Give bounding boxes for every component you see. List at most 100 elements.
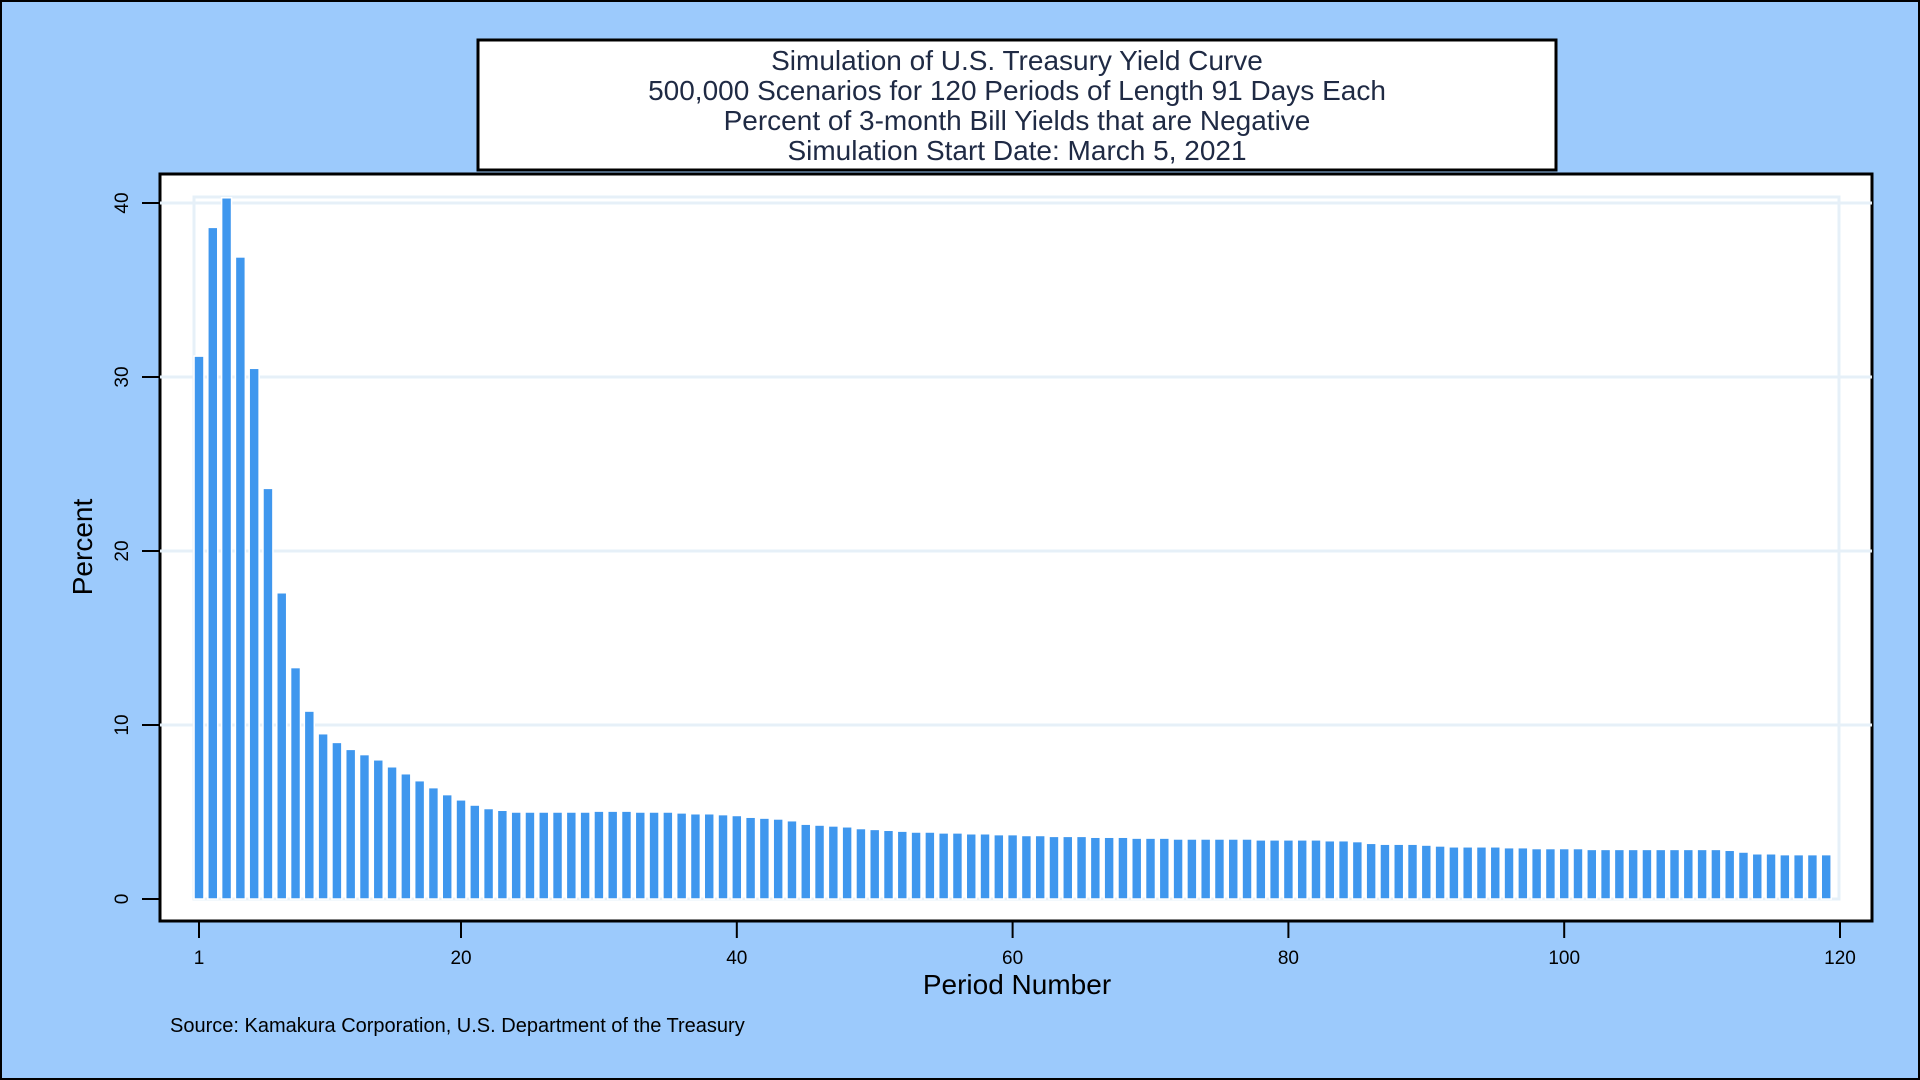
bar-period-93 — [1461, 846, 1474, 900]
bar-period-117 — [1792, 853, 1805, 900]
y-axis-title: Percent — [67, 499, 98, 596]
bar-period-116 — [1779, 853, 1791, 900]
bar-period-34 — [648, 811, 660, 900]
bar-period-9 — [303, 710, 316, 900]
bar-period-103 — [1599, 848, 1612, 900]
bar-period-59 — [993, 833, 1005, 900]
title-line-2: 500,000 Scenarios for 120 Periods of Len… — [648, 75, 1386, 106]
bars-group — [193, 197, 1832, 900]
bar-period-76 — [1227, 838, 1239, 900]
bar-period-41 — [744, 816, 757, 900]
bar-period-14 — [372, 759, 384, 900]
bar-period-118 — [1806, 853, 1819, 900]
bar-period-106 — [1641, 848, 1653, 900]
bar-period-111 — [1710, 848, 1722, 900]
bar-period-72 — [1172, 838, 1184, 900]
bar-period-20 — [455, 799, 467, 900]
bar-period-69 — [1130, 837, 1143, 900]
y-tick-label-40: 40 — [112, 192, 133, 213]
bar-period-17 — [413, 779, 426, 900]
bar-period-49 — [855, 827, 867, 900]
bar-period-28 — [565, 811, 578, 900]
bar-period-119 — [1820, 853, 1832, 900]
bar-period-18 — [427, 786, 440, 900]
bar-period-15 — [386, 766, 398, 900]
bar-period-30 — [593, 810, 605, 900]
bar-period-66 — [1089, 836, 1102, 900]
bar-period-97 — [1517, 846, 1529, 900]
bar-period-78 — [1255, 839, 1267, 900]
y-tick-label-20: 20 — [112, 540, 133, 561]
bar-period-1 — [193, 355, 205, 900]
x-tick-label-40: 40 — [726, 948, 747, 969]
bar-period-10 — [317, 732, 329, 900]
x-tick-label-20: 20 — [450, 948, 471, 969]
bar-period-63 — [1048, 835, 1060, 900]
bar-period-79 — [1268, 839, 1281, 900]
bar-period-21 — [469, 804, 481, 900]
x-axis: 1 20 40 60 80 100 120 — [194, 921, 1856, 969]
bar-period-99 — [1544, 847, 1557, 900]
bar-period-91 — [1434, 845, 1446, 900]
bar-period-16 — [400, 772, 412, 900]
bar-period-3 — [220, 197, 233, 900]
bar-period-4 — [234, 256, 247, 900]
bar-period-113 — [1737, 851, 1750, 900]
bar-period-110 — [1696, 848, 1708, 900]
bar-period-8 — [289, 666, 302, 900]
bar-period-102 — [1586, 848, 1598, 900]
bar-period-60 — [1006, 833, 1019, 900]
x-tick-label-1: 1 — [194, 948, 205, 969]
y-tick-label-10: 10 — [112, 714, 133, 735]
bar-period-29 — [579, 811, 591, 900]
title-line-4: Simulation Start Date: March 5, 2021 — [787, 135, 1246, 166]
bar-period-33 — [634, 811, 646, 900]
bar-period-6 — [262, 487, 274, 900]
bar-period-22 — [482, 807, 495, 900]
bar-period-46 — [813, 824, 826, 900]
bar-period-95 — [1489, 846, 1501, 900]
bar-period-43 — [772, 818, 784, 900]
bar-period-68 — [1117, 836, 1129, 900]
source-note: Source: Kamakura Corporation, U.S. Depar… — [170, 1015, 745, 1037]
bar-period-12 — [344, 748, 357, 900]
bar-period-90 — [1420, 844, 1433, 900]
bar-period-67 — [1103, 836, 1115, 900]
bar-period-105 — [1627, 848, 1639, 900]
bar-period-5 — [248, 367, 260, 900]
bar-period-80 — [1282, 839, 1295, 900]
bar-period-114 — [1751, 853, 1763, 900]
bar-period-86 — [1365, 842, 1377, 900]
bar-period-104 — [1613, 848, 1626, 900]
bar-period-92 — [1448, 846, 1460, 900]
bar-period-62 — [1034, 834, 1046, 900]
bar-period-7 — [276, 592, 288, 900]
bar-period-70 — [1144, 837, 1157, 900]
title-line-1: Simulation of U.S. Treasury Yield Curve — [771, 45, 1263, 76]
bar-period-83 — [1324, 839, 1336, 900]
bar-period-54 — [924, 831, 936, 900]
bar-period-24 — [510, 811, 522, 900]
bar-period-73 — [1186, 838, 1198, 900]
bar-period-13 — [358, 753, 371, 900]
bar-period-57 — [965, 833, 977, 900]
bar-period-32 — [620, 810, 633, 900]
bar-period-31 — [606, 810, 619, 900]
bar-period-100 — [1558, 847, 1570, 900]
x-tick-label-100: 100 — [1548, 948, 1580, 969]
bar-period-61 — [1020, 834, 1033, 900]
bar-period-23 — [496, 809, 509, 900]
x-tick-label-120: 120 — [1824, 948, 1856, 969]
x-tick-label-60: 60 — [1002, 948, 1023, 969]
bar-period-82 — [1310, 839, 1322, 900]
bar-period-42 — [758, 817, 771, 900]
bar-period-2 — [207, 226, 219, 900]
title-line-3: Percent of 3-month Bill Yields that are … — [724, 105, 1311, 136]
bar-period-38 — [703, 812, 715, 900]
bar-period-35 — [662, 811, 674, 900]
bar-period-108 — [1668, 848, 1681, 900]
bar-period-37 — [689, 812, 702, 900]
y-tick-label-30: 30 — [112, 366, 133, 387]
bar-period-56 — [951, 832, 964, 900]
